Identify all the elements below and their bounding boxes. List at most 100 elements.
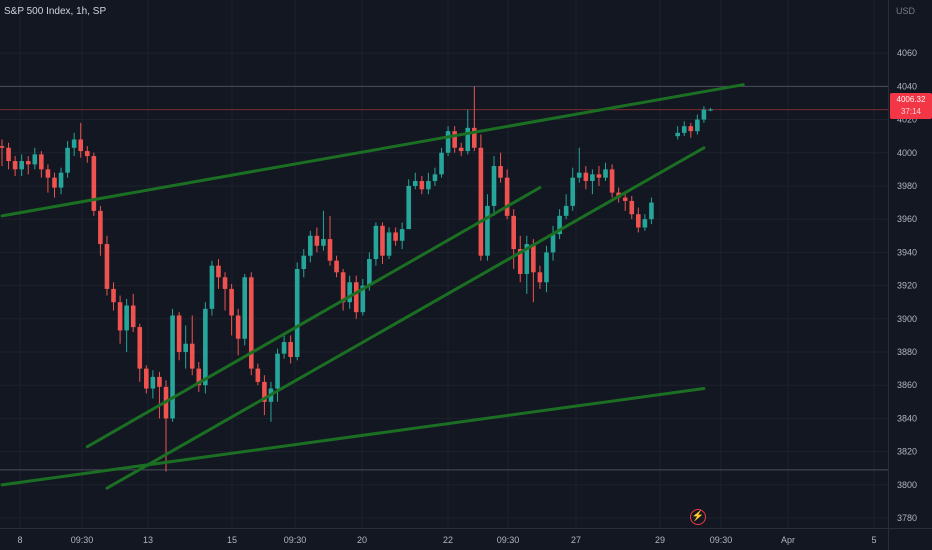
trendlines[interactable] — [0, 83, 745, 490]
candle — [472, 86, 477, 152]
candle — [104, 235, 110, 296]
y-tick-label: 3780 — [897, 513, 917, 523]
y-tick-label: 3940 — [897, 247, 917, 257]
candle-body — [695, 119, 700, 132]
candle-body — [6, 147, 11, 162]
x-tick-label: 22 — [443, 535, 453, 545]
candle — [504, 169, 510, 220]
candle — [216, 259, 221, 289]
candle — [262, 375, 267, 416]
candle — [170, 308, 175, 422]
candle-body — [0, 146, 5, 148]
candle — [570, 167, 576, 211]
trendline[interactable] — [0, 387, 706, 487]
candle — [563, 194, 569, 220]
y-tick-label: 4040 — [897, 81, 917, 91]
candle — [622, 192, 628, 211]
candle — [386, 227, 392, 260]
trendline[interactable] — [105, 146, 706, 490]
candle — [576, 147, 582, 183]
candle — [314, 227, 320, 253]
candle-body — [544, 252, 549, 283]
candle-body — [596, 174, 602, 178]
candle-body — [124, 305, 129, 331]
candle-body — [360, 285, 366, 313]
candle — [58, 167, 64, 195]
candle — [353, 275, 359, 319]
candle-body — [445, 131, 451, 153]
candle-body — [84, 151, 90, 157]
candle — [288, 335, 293, 364]
y-tick-label: 3920 — [897, 281, 917, 291]
candle-body — [485, 205, 490, 256]
candle-body — [19, 161, 24, 170]
candle — [222, 272, 228, 311]
candle — [393, 227, 398, 246]
candle — [609, 164, 615, 198]
y-tick-label: 3840 — [897, 413, 917, 423]
candle — [248, 272, 254, 376]
chart-title: S&P 500 Index, 1h, SP — [4, 6, 107, 17]
candle-body — [708, 109, 713, 111]
candle-body — [373, 225, 379, 260]
candle — [255, 363, 261, 386]
candle-body — [130, 305, 136, 328]
bolt-icon[interactable]: ⚡ — [690, 509, 706, 525]
candle-body — [537, 272, 543, 283]
candle-body — [649, 202, 654, 220]
candle-body — [347, 282, 352, 303]
candle — [517, 235, 523, 283]
trendline[interactable] — [0, 83, 745, 218]
candle-body — [517, 249, 523, 274]
candle-body — [458, 147, 464, 152]
candle — [649, 197, 654, 225]
candle — [688, 122, 694, 138]
candle — [301, 249, 307, 278]
candle — [603, 162, 608, 181]
y-tick-label: 4020 — [897, 115, 917, 125]
x-tick-label: Apr — [781, 535, 795, 545]
candle-body — [412, 180, 418, 186]
candle-body — [609, 169, 615, 193]
candle-body — [399, 229, 405, 241]
candle-body — [39, 154, 44, 170]
y-tick-label: 3820 — [897, 447, 917, 457]
currency-label: USD — [896, 6, 916, 16]
candle — [281, 335, 287, 359]
candle-body — [25, 161, 31, 165]
candle — [360, 278, 366, 316]
trendline[interactable] — [85, 186, 542, 449]
candle-body — [301, 255, 307, 269]
x-tick-label: 09:30 — [497, 535, 520, 545]
candle — [78, 122, 84, 158]
candle-body — [98, 210, 103, 245]
candle-body — [380, 225, 385, 256]
candle — [196, 361, 202, 392]
candle — [84, 146, 90, 163]
candle — [642, 214, 648, 231]
candle — [590, 169, 595, 195]
y-tick-label: 4060 — [897, 48, 917, 58]
y-tick-label: 3900 — [897, 314, 917, 324]
candle — [229, 283, 234, 336]
candle — [498, 152, 503, 183]
candle-body — [91, 156, 97, 211]
candle — [458, 142, 464, 157]
x-tick-label: 5 — [871, 535, 876, 545]
candle-body — [144, 368, 149, 389]
candle-body — [248, 277, 254, 369]
candle-body — [288, 342, 293, 357]
candle-body — [137, 327, 143, 369]
x-tick-label: 15 — [227, 535, 237, 545]
candle — [537, 265, 543, 289]
candle-body — [314, 235, 320, 246]
candle-body — [275, 353, 280, 389]
candle — [426, 172, 431, 195]
candle — [12, 156, 18, 176]
candle — [695, 114, 700, 135]
candle — [583, 166, 589, 190]
candle-body — [478, 147, 484, 256]
candle-body — [406, 185, 412, 230]
candle — [98, 205, 103, 256]
